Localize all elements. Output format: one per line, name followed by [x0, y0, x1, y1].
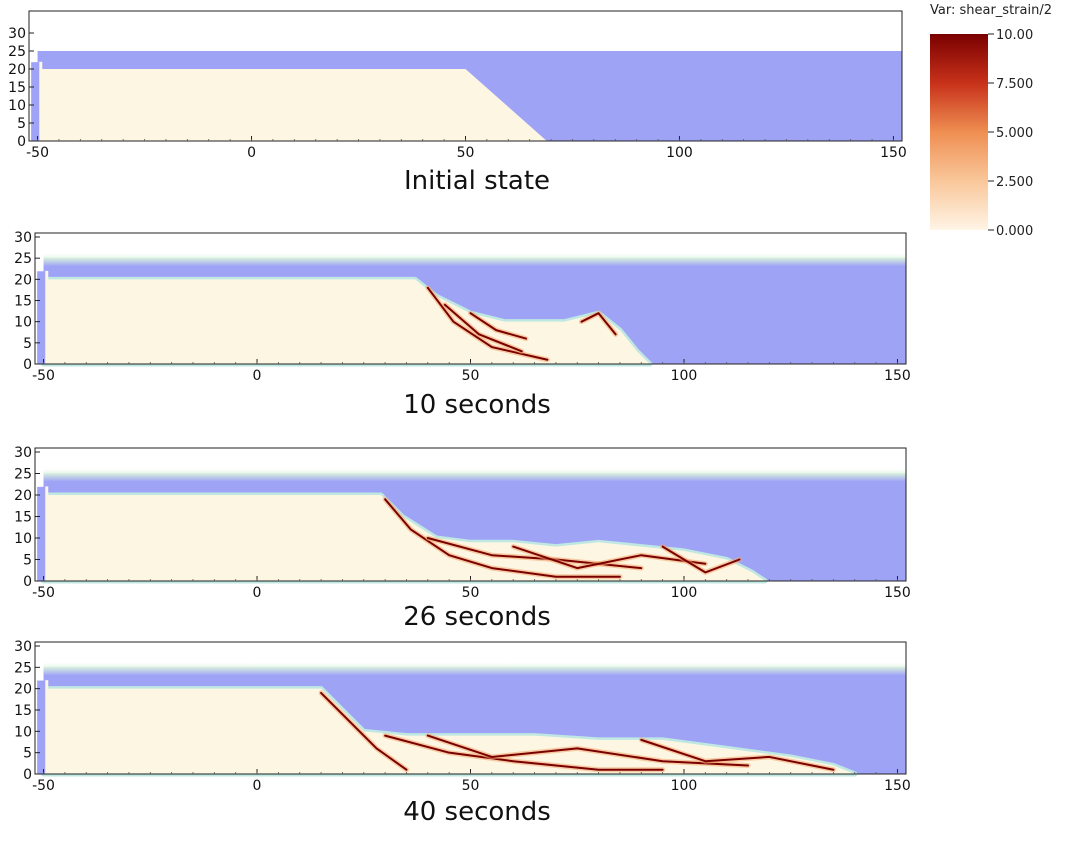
y-tick-label: 25	[8, 44, 26, 60]
y-tick-label: 15	[8, 80, 26, 96]
left-wall	[37, 486, 46, 581]
x-tick-label: 150	[884, 368, 911, 384]
wall-slot	[45, 270, 49, 364]
wall-slot	[45, 486, 49, 581]
shear-band	[320, 691, 408, 771]
wall-slot	[39, 61, 43, 141]
x-tick-label: -50	[26, 145, 49, 161]
y-tick-label: 20	[8, 62, 26, 78]
y-tick-label: 5	[23, 336, 32, 352]
plot-area	[35, 452, 907, 584]
x-tick-label: -50	[32, 585, 55, 601]
x-tick-label: 100	[671, 585, 698, 601]
x-tick-label: 100	[666, 145, 693, 161]
shear-band	[512, 545, 707, 570]
water-surface-mixing	[43, 467, 907, 482]
y-tick-label: 10	[14, 724, 32, 740]
x-tick-label: 50	[462, 585, 480, 601]
y-tick-label: 5	[23, 553, 32, 569]
plot-area	[35, 237, 907, 367]
x-tick-label: 50	[457, 145, 475, 161]
x-tick-label: 150	[884, 778, 911, 794]
colorbar-tick-label: 10.00	[996, 28, 1033, 43]
plot-area	[35, 646, 907, 777]
y-tick-label: 25	[14, 251, 32, 267]
y-tick-label: 10	[14, 315, 32, 331]
x-tick-label: 50	[462, 778, 480, 794]
y-tick-label: 0	[23, 767, 32, 783]
x-tick-label: 150	[884, 585, 911, 601]
y-tick-label: 15	[14, 294, 32, 310]
y-tick-label: 30	[14, 639, 32, 655]
left-wall	[37, 680, 46, 774]
x-tick-label: -50	[32, 778, 55, 794]
soil-body	[43, 495, 766, 581]
x-tick-label: 50	[462, 368, 480, 384]
shear-band	[384, 734, 664, 771]
colorbar-ticks: 10.00 7.500 5.000 2.500 0.000	[988, 28, 1033, 239]
y-tick-label: 25	[14, 660, 32, 676]
colorbar-tick-label: 7.500	[996, 77, 1033, 92]
shear-band	[640, 738, 835, 771]
x-tick-label: 100	[671, 778, 698, 794]
y-tick-label: 0	[23, 574, 32, 590]
x-tick-label: 0	[253, 368, 262, 384]
x-tick-label: 150	[880, 145, 907, 161]
y-tick-label: 15	[14, 703, 32, 719]
colorbar-gradient	[930, 34, 988, 230]
y-tick-label: 20	[14, 488, 32, 504]
colorbar-title: Var: shear_strain/2	[930, 3, 1052, 18]
water-surface-mixing	[43, 252, 907, 267]
y-tick-label: 5	[17, 116, 26, 132]
panel-caption: 10 seconds	[403, 390, 551, 420]
panel-caption: 26 seconds	[403, 602, 551, 632]
y-tick-label: 5	[23, 746, 32, 762]
x-tick-label: -50	[32, 368, 55, 384]
y-tick-label: 30	[8, 26, 26, 42]
y-tick-label: 30	[14, 445, 32, 461]
water-surface-mixing	[43, 661, 907, 676]
y-tick-label: 10	[14, 531, 32, 547]
x-tick-label: 100	[671, 368, 698, 384]
colorbar-tick-label: 5.000	[996, 126, 1033, 141]
wall-slot	[45, 680, 49, 774]
soil-body	[37, 69, 547, 141]
y-tick-label: 20	[14, 682, 32, 698]
colorbar-tick-label: 0.000	[996, 224, 1033, 239]
y-tick-label: 0	[17, 134, 26, 150]
y-tick-label: 20	[14, 272, 32, 288]
shear-band	[426, 286, 549, 361]
shear-band	[469, 312, 528, 340]
shear-band	[443, 303, 523, 353]
shear-band	[384, 498, 621, 578]
left-wall	[31, 62, 40, 141]
shear-band	[580, 312, 617, 336]
left-wall	[37, 271, 46, 364]
panel-caption: Initial state	[404, 166, 550, 196]
x-tick-label: 0	[253, 585, 262, 601]
y-tick-label: 15	[14, 510, 32, 526]
colorbar: Var: shear_strain/2 10.00 7.500 5.000 2.500…	[930, 3, 1052, 239]
x-tick-label: 0	[247, 145, 256, 161]
soil-body	[43, 688, 855, 774]
shear-band	[426, 734, 750, 767]
colorbar-tick-label: 2.500	[996, 175, 1033, 190]
x-tick-label: 0	[253, 778, 262, 794]
y-tick-label: 10	[8, 98, 26, 114]
y-tick-label: 25	[14, 467, 32, 483]
shear-band	[661, 545, 741, 574]
plot-area	[29, 33, 902, 141]
y-tick-label: 30	[14, 230, 32, 246]
y-tick-label: 0	[23, 357, 32, 373]
panel-caption: 40 seconds	[403, 797, 551, 827]
